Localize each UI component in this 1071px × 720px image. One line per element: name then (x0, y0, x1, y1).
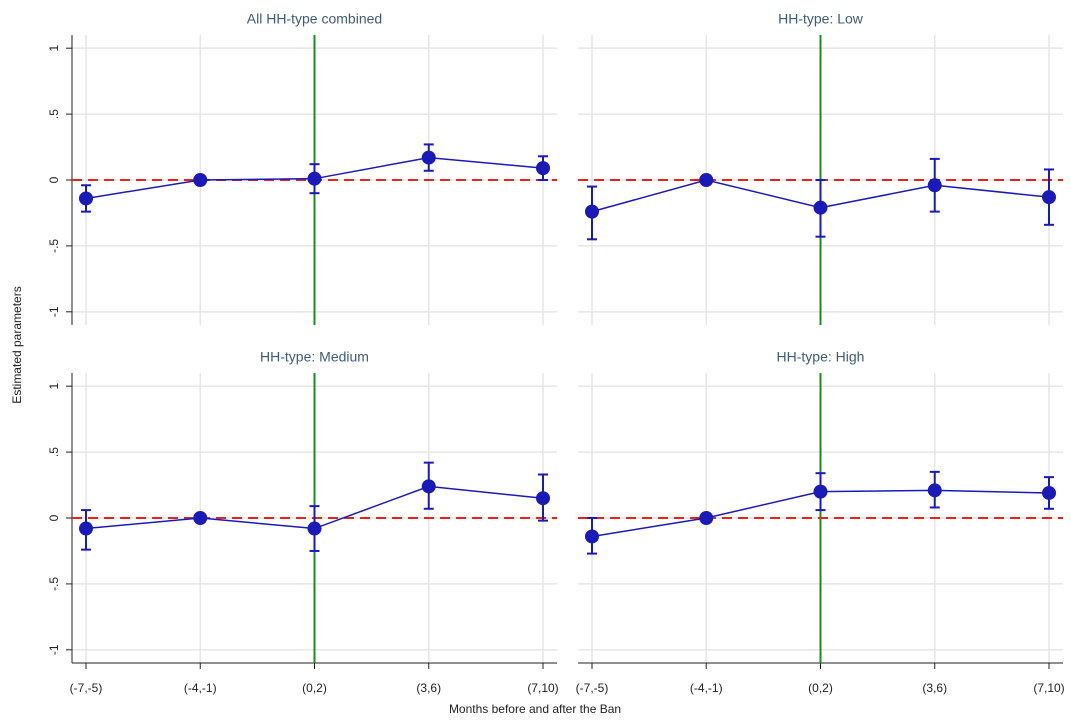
x-tick-label: (-7,-5) (70, 681, 103, 695)
point (813, 484, 828, 499)
point (585, 529, 599, 544)
point (585, 204, 599, 219)
y-tick-label: 0 (47, 176, 61, 183)
panel-title: HH-type: High (777, 349, 865, 365)
panel-title: All HH-type combined (247, 11, 382, 27)
point (307, 171, 322, 186)
x-tick-label: (0,2) (808, 681, 833, 695)
x-tick-label: (-4,-1) (184, 681, 217, 695)
y-tick-label: -.5 (47, 577, 61, 591)
point (1042, 485, 1056, 500)
point (421, 479, 436, 494)
y-tick-label: -1 (47, 644, 61, 655)
x-tick-label: (-4,-1) (690, 681, 723, 695)
x-axis-label: Months before and after the Ban (449, 702, 621, 716)
point (1042, 190, 1056, 205)
y-axis-label: Estimated parameters (10, 286, 24, 403)
y-tick-label: -.5 (47, 239, 61, 253)
point (927, 483, 942, 498)
x-tick-label: (7,10) (1033, 681, 1064, 695)
x-tick-label: (3,6) (922, 681, 947, 695)
point (193, 511, 208, 525)
y-tick-label: 1 (47, 383, 61, 390)
point (699, 173, 714, 187)
y-tick-label: .5 (47, 109, 61, 119)
point (536, 491, 550, 506)
y-tick-label: -1 (47, 306, 61, 317)
point (699, 511, 714, 525)
point (193, 173, 208, 187)
point (536, 161, 550, 176)
panel-title: HH-type: Medium (260, 349, 369, 365)
point (79, 191, 93, 206)
x-tick-label: (0,2) (302, 681, 327, 695)
point (79, 521, 93, 536)
point (307, 521, 322, 536)
x-tick-label: (-7,-5) (576, 681, 609, 695)
y-tick-label: .5 (47, 447, 61, 457)
y-tick-label: 1 (47, 45, 61, 52)
y-tick-label: 0 (47, 514, 61, 521)
point (421, 150, 436, 165)
point (927, 178, 942, 193)
x-tick-label: (7,10) (527, 681, 558, 695)
panel-title: HH-type: Low (778, 11, 864, 27)
x-tick-label: (3,6) (416, 681, 441, 695)
point (813, 200, 828, 215)
